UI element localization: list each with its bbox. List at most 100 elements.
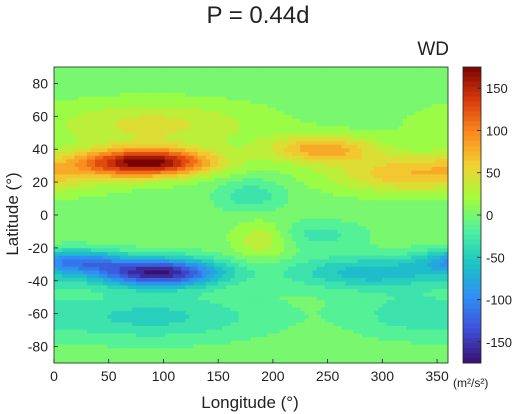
heatmap-cell	[156, 211, 162, 216]
heatmap-cell	[431, 144, 437, 149]
heatmap-cell	[390, 218, 396, 223]
heatmap-cell	[390, 237, 396, 242]
heatmap-cell	[349, 226, 354, 231]
heatmap-cell	[90, 255, 96, 260]
heatmap-cell	[136, 163, 141, 168]
heatmap-cell	[226, 203, 231, 208]
heatmap-cell	[251, 141, 256, 146]
heatmap-cell	[312, 207, 318, 212]
heatmap-cell	[86, 89, 92, 94]
heatmap-cell	[181, 248, 186, 253]
heatmap-cell	[115, 74, 121, 79]
heatmap-cell	[90, 174, 96, 179]
heatmap-cell	[406, 192, 412, 197]
heatmap-cell	[238, 70, 244, 75]
heatmap-cell	[86, 137, 92, 142]
heatmap-cell	[341, 218, 346, 223]
heatmap-cell	[160, 89, 166, 94]
heatmap-cell	[361, 215, 367, 220]
heatmap-cell	[287, 144, 293, 149]
heatmap-cell	[435, 137, 441, 142]
heatmap-cell	[419, 222, 424, 227]
heatmap-cell	[78, 166, 84, 171]
heatmap-cell	[251, 203, 256, 208]
heatmap-cell	[431, 163, 437, 168]
heatmap-cell	[431, 255, 437, 260]
heatmap-cell	[222, 85, 227, 90]
heatmap-cell	[378, 126, 383, 131]
heatmap-cell	[197, 255, 203, 260]
heatmap-cell	[255, 155, 260, 160]
heatmap-cell	[103, 252, 108, 257]
heatmap-cell	[74, 185, 80, 190]
heatmap-cell	[131, 174, 137, 179]
heatmap-cell	[431, 70, 437, 75]
heatmap-cell	[275, 137, 281, 142]
heatmap-cell	[271, 74, 277, 79]
heatmap-cell	[156, 144, 162, 149]
heatmap-cell	[353, 100, 359, 105]
heatmap-cell	[246, 96, 252, 101]
heatmap-cell	[123, 178, 129, 183]
heatmap-cell	[164, 107, 170, 112]
heatmap-cell	[320, 78, 326, 83]
heatmap-cell	[66, 78, 71, 83]
heatmap-cell	[316, 255, 322, 260]
heatmap-cell	[312, 70, 318, 75]
heatmap-cell	[374, 189, 379, 194]
heatmap-cell	[131, 67, 137, 72]
heatmap-cell	[226, 233, 231, 238]
heatmap-cell	[439, 244, 445, 249]
heatmap-cell	[267, 255, 272, 260]
heatmap-cell	[193, 129, 199, 134]
heatmap-cell	[251, 159, 256, 164]
heatmap-cell	[328, 107, 334, 112]
heatmap-cell	[427, 137, 432, 142]
heatmap-cell	[370, 152, 375, 157]
heatmap-cell	[324, 189, 330, 194]
heatmap-cell	[349, 74, 354, 79]
heatmap-cell	[411, 111, 416, 116]
heatmap-cell	[119, 81, 125, 86]
heatmap-cell	[205, 166, 211, 171]
heatmap-cell	[66, 107, 71, 112]
heatmap-cell	[222, 137, 227, 142]
heatmap-cell	[365, 81, 371, 86]
heatmap-cell	[378, 141, 383, 146]
heatmap-cell	[131, 226, 137, 231]
heatmap-cell	[173, 92, 178, 97]
heatmap-cell	[394, 115, 400, 120]
heatmap-cell	[337, 200, 342, 205]
heatmap-cell	[259, 107, 264, 112]
heatmap-cell	[259, 137, 264, 142]
heatmap-cell	[123, 144, 129, 149]
heatmap-cell	[423, 141, 428, 146]
heatmap-cell	[390, 222, 396, 227]
heatmap-cell	[386, 141, 391, 146]
heatmap-cell	[406, 115, 412, 120]
heatmap-cell	[205, 174, 211, 179]
heatmap-cell	[292, 226, 297, 231]
heatmap-cell	[300, 96, 305, 101]
heatmap-cell	[86, 207, 92, 212]
heatmap-cell	[283, 203, 289, 208]
heatmap-cell	[415, 100, 420, 105]
heatmap-cell	[431, 215, 437, 220]
heatmap-cell	[103, 92, 108, 97]
heatmap-cell	[312, 218, 318, 223]
heatmap-cell	[107, 163, 112, 168]
heatmap-cell	[251, 196, 256, 201]
heatmap-cell	[394, 255, 400, 260]
heatmap-cell	[54, 74, 59, 79]
heatmap-cell	[168, 240, 174, 245]
heatmap-cell	[255, 203, 260, 208]
heatmap-cell	[131, 233, 137, 238]
heatmap-cell	[193, 229, 199, 234]
heatmap-cell	[386, 226, 391, 231]
heatmap-cell	[341, 144, 346, 149]
heatmap-cell	[370, 141, 375, 146]
heatmap-cell	[238, 78, 244, 83]
heatmap-cell	[160, 226, 166, 231]
heatmap-cell	[267, 148, 272, 153]
heatmap-cell	[394, 181, 400, 186]
